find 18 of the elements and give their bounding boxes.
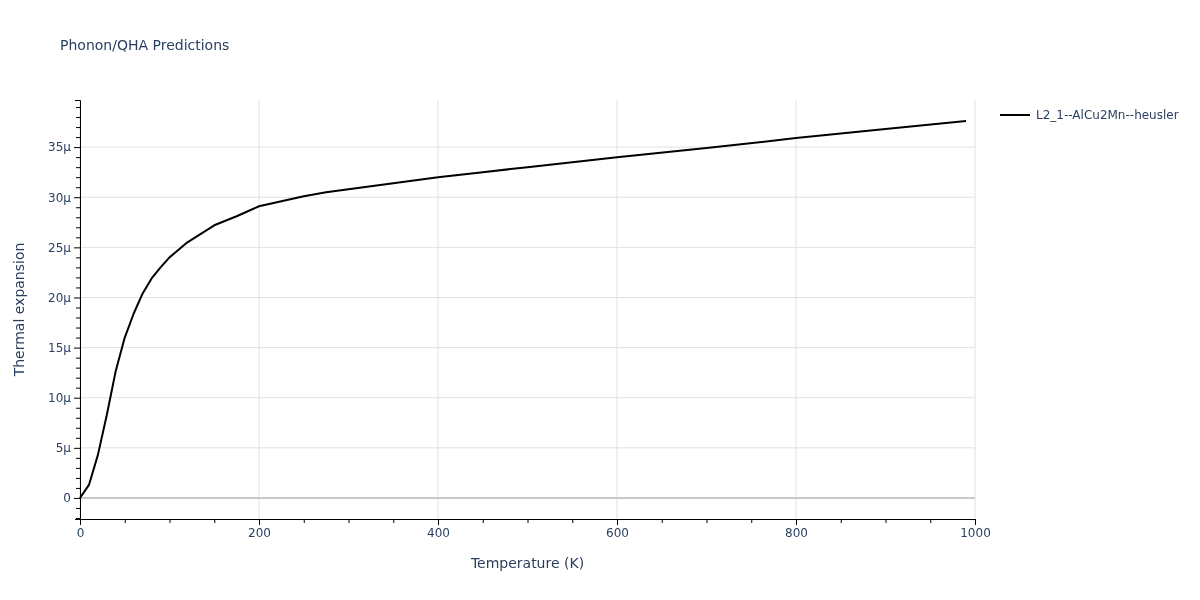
x-tick-label: 600	[606, 525, 629, 540]
chart-title: Phonon/QHA Predictions	[60, 37, 230, 53]
y-tick-label: 20µ	[48, 290, 72, 305]
y-tick-label: 25µ	[48, 240, 72, 255]
y-axis-title: Thermal expansion	[11, 242, 27, 378]
y-tick-label: 10µ	[48, 391, 72, 406]
x-tick-label: 400	[427, 525, 450, 540]
y-tick-label: 35µ	[48, 140, 72, 155]
y-tick-label: 15µ	[48, 340, 72, 355]
x-tick-label: 800	[785, 525, 808, 540]
y-tick-label: 30µ	[48, 190, 72, 205]
x-tick-label: 200	[248, 525, 271, 540]
x-tick-label: 1000	[960, 525, 991, 540]
y-tick-label: 0	[63, 491, 71, 506]
x-axis-title: Temperature (K)	[469, 555, 585, 571]
legend-label: L2_1--AlCu2Mn--heusler	[1036, 108, 1179, 122]
y-tick-label: 5µ	[55, 441, 72, 456]
x-tick-label: 0	[76, 525, 85, 540]
